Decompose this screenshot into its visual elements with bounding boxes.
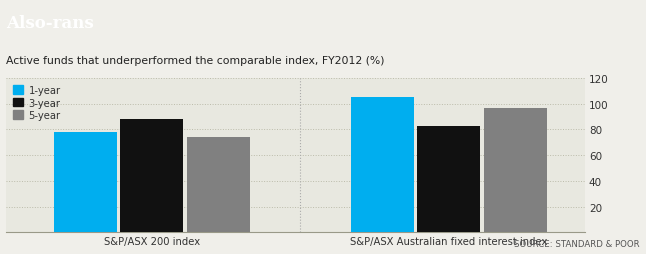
Legend: 1-year, 3-year, 5-year: 1-year, 3-year, 5-year	[12, 84, 63, 123]
Bar	[54, 133, 117, 232]
Bar	[483, 108, 547, 232]
Text: Also-rans: Also-rans	[6, 14, 94, 31]
Bar	[187, 138, 250, 232]
Bar	[417, 126, 481, 232]
Bar	[120, 120, 183, 232]
Text: SOURCE: STANDARD & POOR: SOURCE: STANDARD & POOR	[514, 240, 640, 248]
Text: Active funds that underperformed the comparable index, FY2012 (%): Active funds that underperformed the com…	[6, 56, 385, 66]
Bar	[351, 98, 414, 232]
